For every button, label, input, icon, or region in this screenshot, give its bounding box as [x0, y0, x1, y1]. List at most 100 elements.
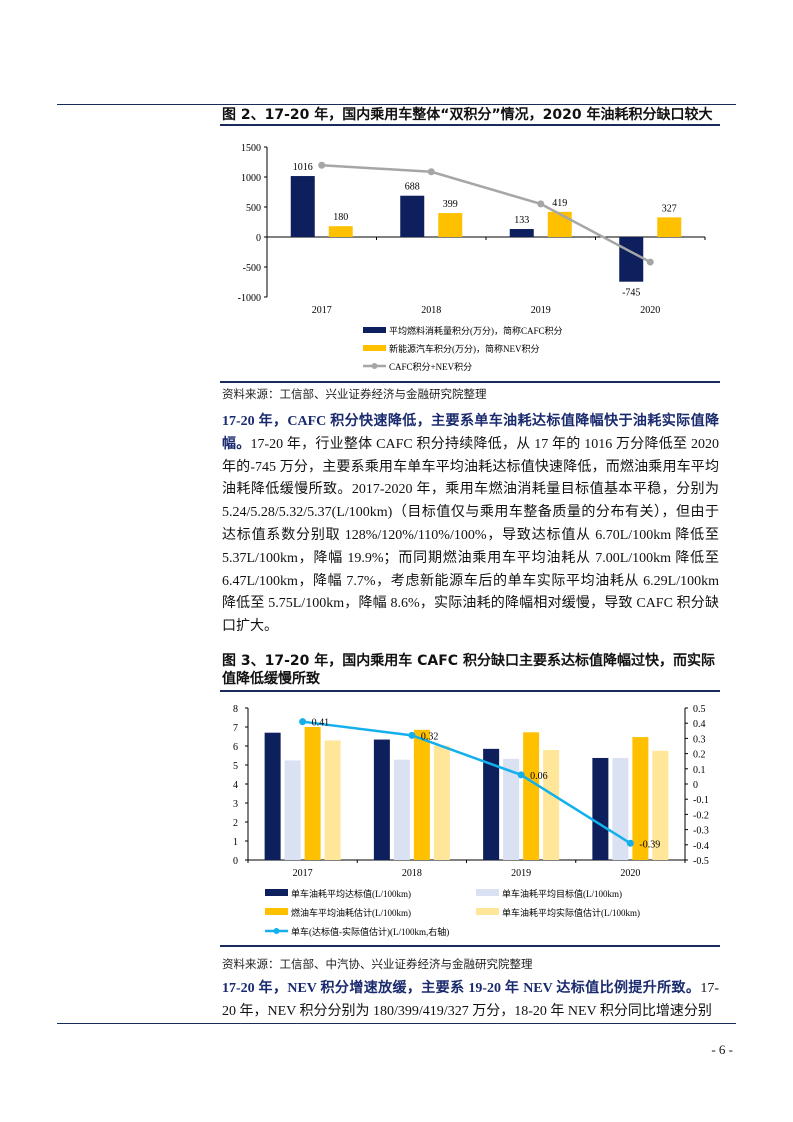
legend-label: 新能源汽车积分(万分)，简称NEV积分 [389, 343, 540, 354]
bar [619, 237, 644, 282]
legend-label: 单车油耗平均达标值(L/100km) [291, 888, 411, 899]
bar [652, 750, 669, 860]
line-point [299, 718, 307, 726]
y-tick-label: 500 [246, 203, 261, 214]
data-label: -0.39 [639, 839, 660, 850]
y-tick-label: 7 [233, 723, 238, 734]
legend-swatch [476, 908, 499, 915]
y-tick-label: 0 [233, 856, 238, 867]
bar [592, 757, 609, 860]
y-tick-label: -1000 [238, 293, 261, 304]
data-label: 0.06 [530, 771, 548, 782]
paragraph-lead: 17-20 年，NEV 积分增速放缓，主要系 19-20 年 NEV 达标值比例… [222, 981, 701, 996]
y-tick-label: 2 [233, 818, 238, 829]
bar [438, 213, 463, 237]
y-tick-label: -500 [243, 263, 261, 274]
y2-tick-label: 0.4 [693, 719, 706, 730]
bar [547, 211, 572, 237]
y2-tick-label: 0.2 [693, 750, 706, 761]
line-point [517, 771, 525, 779]
figure-title-rule [220, 124, 720, 126]
data-label: 327 [662, 203, 677, 214]
bar [373, 739, 390, 860]
bar [433, 745, 450, 860]
legend-swatch [265, 889, 288, 896]
bar [328, 226, 353, 237]
bar [632, 737, 649, 860]
line-point [537, 200, 545, 208]
legend-swatch [265, 908, 288, 915]
bar [393, 759, 410, 860]
line-point [427, 168, 435, 176]
x-tick-label: 2018 [421, 305, 441, 316]
figure-2-title: 图 2、17-20 年，国内乘用车整体“双积分”情况，2020 年油耗积分缺口较… [222, 107, 713, 123]
data-label: 0.32 [421, 731, 439, 742]
legend-label: CAFC积分+NEV积分 [389, 361, 472, 372]
line-series [321, 163, 651, 264]
x-tick-label: 2019 [511, 868, 531, 879]
y-tick-label: 1000 [241, 173, 261, 184]
line-series [302, 720, 632, 845]
bar [612, 757, 629, 860]
y-tick-label: 4 [233, 780, 238, 791]
x-tick-label: 2017 [293, 868, 313, 879]
paragraph-nev: 17-20 年，NEV 积分增速放缓，主要系 19-20 年 NEV 达标值比例… [222, 978, 719, 1024]
figure-3-source: 资料来源：工信部、中汽协、兴业证券经济与金融研究院整理 [222, 959, 533, 971]
x-tick-label: 2017 [312, 305, 332, 316]
legend-swatch [363, 345, 386, 351]
y2-tick-label: -0.1 [693, 795, 709, 806]
x-tick-label: 2018 [402, 868, 422, 879]
y-tick-label: 1500 [241, 143, 261, 154]
legend-swatch [476, 889, 499, 896]
paragraph-text: 17-20 年，NEV 积分分别为 180/399/419/327 万分，18-… [222, 981, 719, 1019]
y-tick-label: 6 [233, 742, 238, 753]
legend-label: 单车(达标值-实际值估计)(L/100km,右轴) [291, 926, 449, 937]
figure-3-title: 图 3、17-20 年，国内乘用车 CAFC 积分缺口主要系达标值降幅过快，而实… [222, 653, 715, 687]
bar [304, 727, 321, 860]
page-number: - 6 - [711, 1042, 733, 1057]
bar [509, 229, 534, 237]
footer-rule [57, 1023, 736, 1024]
y2-tick-label: -0.5 [693, 856, 709, 867]
bar [324, 740, 341, 860]
legend-label: 单车油耗平均实际值估计(L/100km) [502, 907, 640, 918]
figure-bottom-rule [220, 945, 720, 947]
data-label: 1016 [293, 162, 313, 173]
bar [400, 195, 425, 237]
paragraph-lead: 17-20 年，CAFC 积分快速降低，主要系单车油耗达标值降幅快于油耗实际值降… [222, 414, 719, 452]
y-tick-label: 5 [233, 761, 238, 772]
data-label: 133 [514, 215, 529, 226]
legend-label: 平均燃料消耗量积分(万分)，简称CAFC积分 [389, 325, 563, 336]
y-tick-label: 8 [233, 704, 238, 715]
legend-swatch [363, 327, 386, 333]
data-label: 419 [552, 198, 567, 209]
legend-label: 燃油车平均油耗估计(L/100km) [291, 907, 411, 918]
data-label: 180 [333, 212, 348, 223]
figure-bottom-rule [220, 381, 720, 383]
bar [413, 729, 430, 860]
y2-tick-label: -0.4 [693, 841, 709, 852]
bar [264, 732, 281, 860]
legend-marker [371, 363, 378, 369]
y-tick-label: 0 [256, 233, 261, 244]
line-point [408, 731, 416, 739]
y2-tick-label: 0.5 [693, 704, 706, 715]
y2-tick-label: -0.2 [693, 810, 709, 821]
x-tick-label: 2020 [640, 305, 660, 316]
chart-figure-2: 1500 1000 500 0 -500 -1000 2017 2018 2019 2020 101… [238, 143, 706, 372]
figure-2-source: 资料来源：工信部、兴业证券经济与金融研究院整理 [222, 389, 487, 401]
legend-marker [273, 928, 280, 934]
paragraph-cafc: 17-20 年，CAFC 积分快速降低，主要系单车油耗达标值降幅快于油耗实际值降… [222, 411, 719, 639]
y2-tick-label: -0.3 [693, 826, 709, 837]
figure-title-rule [220, 690, 720, 692]
header-rule [57, 104, 736, 105]
legend-label: 单车油耗平均目标值(L/100km) [502, 888, 622, 899]
bar [284, 760, 301, 860]
paragraph-text: 17-20 年，行业整体 CAFC 积分持续降低，从 17 年的 1016 万分… [222, 436, 720, 635]
line-point [646, 258, 654, 266]
line-point [318, 161, 326, 169]
y2-tick-label: 0 [693, 780, 698, 791]
chart-figure-3: 0 1 2 3 4 5 6 7 8 0.5 0.4 0.3 0.2 0.1 0 -0.1 -0.2 -0.3 -0.… [233, 704, 709, 937]
bar [657, 217, 682, 237]
bar [503, 758, 520, 860]
